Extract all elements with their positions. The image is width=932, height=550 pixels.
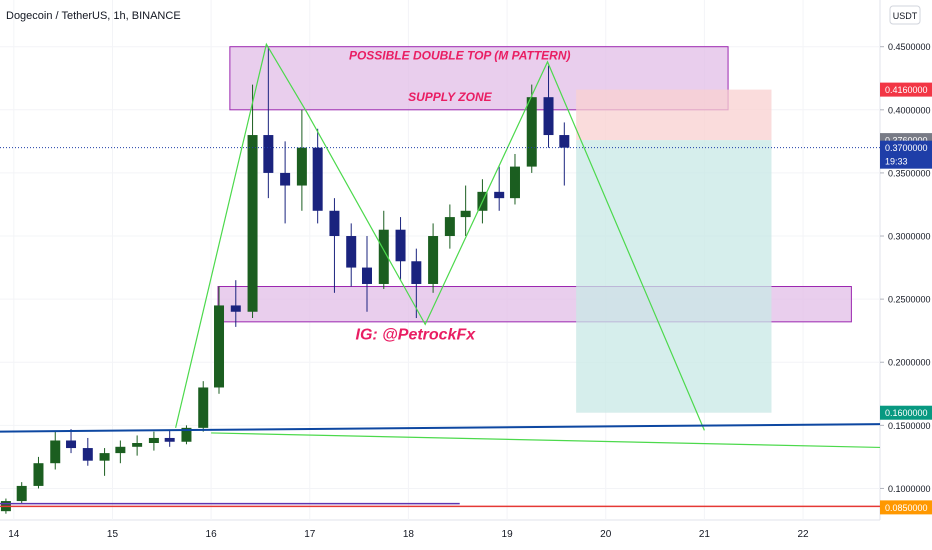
candle-body xyxy=(280,172,291,186)
candle-body xyxy=(263,135,274,173)
x-tick-label: 15 xyxy=(107,529,119,540)
candle-body xyxy=(214,305,225,388)
drawn-line xyxy=(175,42,705,431)
candle-body xyxy=(509,166,520,199)
price-label: 0.3760000 xyxy=(885,136,928,146)
annotation: IG: @PetrockFx xyxy=(356,327,477,344)
y-tick-label: 0.3500000 xyxy=(888,168,931,178)
price-label-box xyxy=(880,500,932,515)
candle-body xyxy=(346,236,357,268)
candle-body xyxy=(460,210,471,218)
candle-body xyxy=(181,427,192,442)
price-label-box xyxy=(880,140,932,169)
price-label: 0.4160000 xyxy=(885,85,928,95)
y-tick-label: 0.4000000 xyxy=(888,105,931,115)
candle-body xyxy=(444,217,455,237)
drawn-line xyxy=(0,423,881,433)
y-tick-label: 0.2000000 xyxy=(888,358,931,368)
candle-body xyxy=(312,147,323,211)
x-tick-label: 17 xyxy=(304,529,316,540)
x-tick-label: 14 xyxy=(8,529,20,540)
price-label: 0.1600000 xyxy=(885,408,928,418)
x-tick-label: 19 xyxy=(502,529,514,540)
price-label-box xyxy=(880,405,932,420)
x-tick-label: 20 xyxy=(600,529,612,540)
candle-body xyxy=(395,229,406,262)
annotation: POSSIBLE DOUBLE TOP (M PATTERN) xyxy=(349,48,571,62)
candle-body xyxy=(543,97,554,136)
candle-body xyxy=(296,147,307,186)
y-tick-label: 0.4500000 xyxy=(888,42,931,52)
y-tick-label: 0.3000000 xyxy=(888,232,931,242)
chart-title: Dogecoin / TetherUS, 1h, BINANCE xyxy=(6,10,181,22)
price-label: 0.0850000 xyxy=(885,503,928,513)
candle-body xyxy=(361,267,372,284)
zone xyxy=(576,89,772,141)
candle-body xyxy=(526,97,537,167)
zone xyxy=(576,140,772,413)
x-tick-label: 18 xyxy=(403,529,415,540)
annotation: SUPPLY ZONE xyxy=(408,90,493,104)
x-tick-label: 16 xyxy=(206,529,218,540)
candle-body xyxy=(132,443,143,447)
y-tick-label: 0.1500000 xyxy=(888,421,931,431)
y-tick-label: 0.2500000 xyxy=(888,295,931,305)
currency-button[interactable] xyxy=(889,5,921,25)
candle-body xyxy=(428,236,439,284)
candle-body xyxy=(33,463,44,486)
candle-body xyxy=(99,453,110,461)
candle-body xyxy=(247,135,258,312)
x-tick-label: 21 xyxy=(699,529,711,540)
candle-body xyxy=(82,448,93,461)
candle-body xyxy=(230,305,241,312)
candle-body xyxy=(66,440,77,449)
countdown: 19:33 xyxy=(885,157,908,167)
candle-body xyxy=(494,191,505,199)
x-tick-label: 22 xyxy=(797,529,809,540)
price-axis-panel xyxy=(880,0,932,550)
drawn-line xyxy=(211,432,881,449)
candle-body xyxy=(16,485,27,502)
candle-body xyxy=(378,229,389,284)
candle-body xyxy=(148,437,159,444)
price-label-box xyxy=(880,82,932,97)
candle-body xyxy=(559,135,570,148)
currency-label[interactable]: USDT xyxy=(893,11,918,21)
price-label: 0.3700000 xyxy=(885,143,928,153)
candle-body xyxy=(50,440,61,464)
candle-body xyxy=(411,261,422,284)
candle-body xyxy=(115,446,126,454)
candle-body xyxy=(164,437,175,442)
candle-body xyxy=(198,387,209,428)
candle-body xyxy=(329,210,340,237)
y-tick-label: 0.1000000 xyxy=(888,484,931,494)
